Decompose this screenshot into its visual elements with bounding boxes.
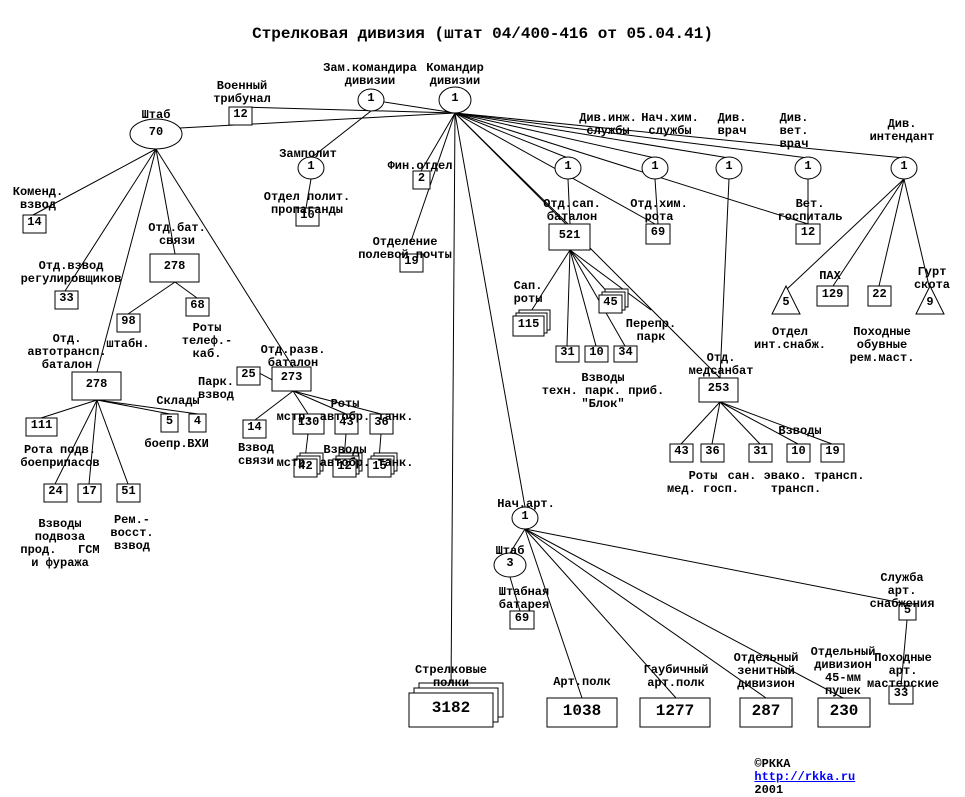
diagram-label: Фин.отдел bbox=[350, 160, 490, 173]
diagram-label: Отделение полевой почты bbox=[335, 236, 475, 262]
diagram-label: Перепр. парк bbox=[581, 318, 721, 344]
shape-value: 68 bbox=[158, 299, 238, 312]
shape-value: 1 bbox=[331, 92, 411, 105]
shape-value: 521 bbox=[530, 229, 610, 242]
shape-value: 51 bbox=[89, 485, 169, 498]
diagram-label: Сап. роты bbox=[458, 280, 598, 306]
shape-value: 1 bbox=[271, 160, 351, 173]
shape-value: 19 bbox=[793, 445, 873, 458]
footer-year: 2001 bbox=[754, 783, 783, 797]
shape-value: 278 bbox=[135, 260, 215, 273]
diagram-label: Военный трибунал bbox=[172, 80, 312, 106]
shape-value: 9 bbox=[890, 296, 965, 309]
diagram-label: Отдел полит. пропаганды bbox=[237, 191, 377, 217]
shape-value: 1 bbox=[485, 510, 565, 523]
shape-value: 278 bbox=[57, 378, 137, 391]
diagram-label: Командир дивизии bbox=[385, 62, 525, 88]
shape-value: 1 bbox=[415, 92, 495, 105]
diagram-label: Служба арт. снабжения bbox=[832, 572, 965, 611]
diagram-label: Походные обувные рем.маст. bbox=[812, 326, 952, 365]
shape-value: 111 bbox=[2, 419, 82, 432]
diagram-label: Взводы мстр. автобр. танк. bbox=[275, 444, 415, 470]
diagram-label: Вет. госпиталь bbox=[740, 198, 880, 224]
shape-value: 69 bbox=[482, 612, 562, 625]
diagram-label: сан. эвако. трансп. трансп. bbox=[726, 470, 866, 496]
diagram-label: Гурт скота bbox=[862, 266, 965, 292]
shape-value: 1038 bbox=[542, 705, 622, 718]
diagram-label: Отд. автотрансп. баталон bbox=[0, 333, 137, 372]
shape-value: 1 bbox=[689, 160, 769, 173]
diagram-label: Парк. взвод bbox=[146, 376, 286, 402]
footer: ©РККА http://rkka.ru 2001 bbox=[740, 745, 855, 797]
shape-value: 70 bbox=[116, 126, 196, 139]
shape-value: 1 bbox=[768, 160, 848, 173]
shape-value: 1 bbox=[864, 160, 944, 173]
diagram-label: Коменд. взвод bbox=[0, 186, 108, 212]
shape-value: 1277 bbox=[635, 705, 715, 718]
diagram-label: Отд.хим. рота bbox=[589, 198, 729, 224]
shape-value: 69 bbox=[618, 226, 698, 239]
shape-value: 1 bbox=[528, 160, 608, 173]
shape-value: 253 bbox=[679, 382, 759, 395]
diagram-label: Штаб bbox=[440, 545, 580, 558]
shape-value: 287 bbox=[726, 705, 806, 718]
diagram-label: Штабная батарея bbox=[454, 586, 594, 612]
diagram-title: Стрелковая дивизия (штат 04/400-416 от 0… bbox=[0, 28, 965, 41]
footer-link[interactable]: http://rkka.ru bbox=[754, 770, 855, 784]
shape-value: 1 bbox=[615, 160, 695, 173]
shape-value: 14 bbox=[0, 216, 75, 229]
shape-value: 33 bbox=[27, 292, 107, 305]
diagram-label: Отд.бат. связи bbox=[107, 222, 247, 248]
diagram-label: Отд.взвод регулировщиков bbox=[1, 260, 141, 286]
diagram-label: Нач.арт. bbox=[456, 498, 596, 511]
shape-value: 230 bbox=[804, 705, 884, 718]
diagram-label: Штаб bbox=[86, 109, 226, 122]
shape-value: 2 bbox=[382, 172, 462, 185]
diagram-label: Стрелковые полки bbox=[381, 664, 521, 690]
diagram-label: Отд.разв. баталон bbox=[223, 344, 363, 370]
org-chart-diagram: { "title":"Стрелковая дивизия (штат 04/4… bbox=[0, 0, 965, 769]
shape-value: 5 bbox=[746, 296, 826, 309]
shape-value: 115 bbox=[489, 318, 569, 331]
shape-value: 3 bbox=[470, 557, 550, 570]
diagram-label: Роты мстр. автобр. танк. bbox=[275, 398, 415, 424]
shape-value: 3182 bbox=[411, 702, 491, 715]
diagram-label: Отд. медсанбат bbox=[651, 352, 791, 378]
diagram-label: Взводы bbox=[730, 425, 870, 438]
diagram-label: Отдельный дивизион 45-мм пушек bbox=[773, 646, 913, 698]
diagram-label: Див. интендант bbox=[832, 118, 965, 144]
shape-value: 12 bbox=[768, 226, 848, 239]
diagram-label: Рем.- восст. взвод bbox=[62, 514, 202, 553]
